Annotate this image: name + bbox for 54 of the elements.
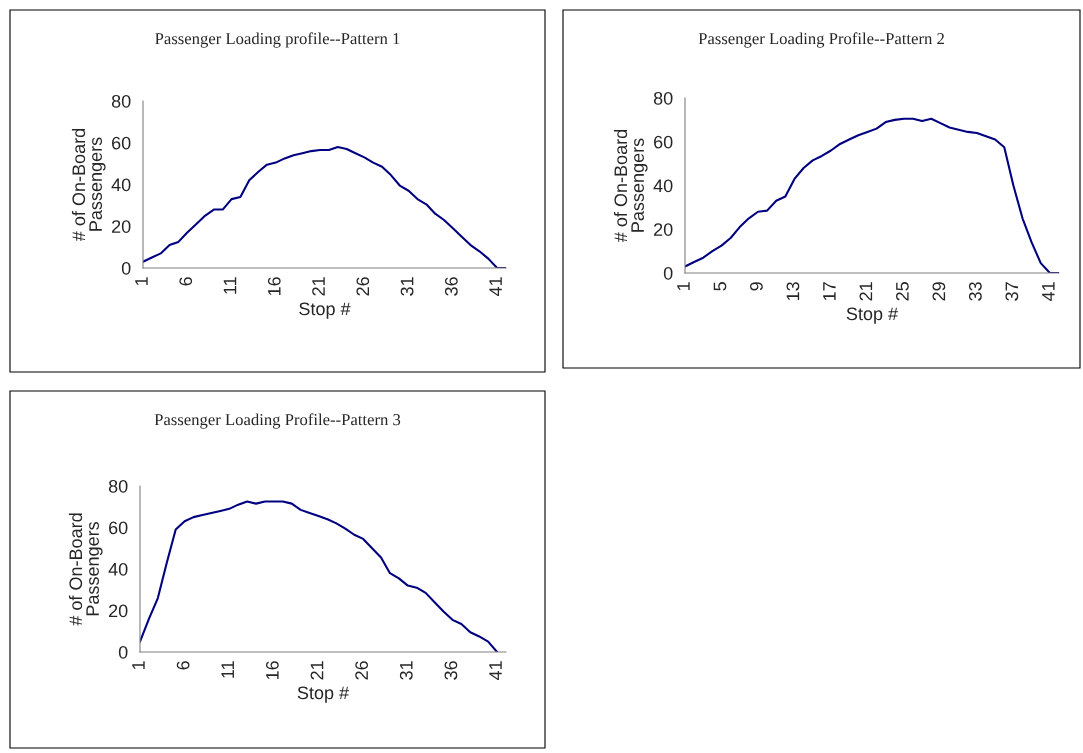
x-tick-label: 31 [400, 277, 414, 296]
y-tick-label: 40 [653, 179, 673, 193]
x-tick-label: 21 [312, 277, 325, 296]
x-tick-label: 11 [223, 277, 237, 294]
y-tick-label: 80 [108, 479, 128, 493]
x-tick-label: 21 [859, 282, 873, 301]
y-tick-label: 60 [109, 521, 128, 535]
y-tick-label: 0 [118, 645, 128, 659]
x-tick-label: 16 [267, 277, 281, 296]
x-tick-label: 25 [895, 282, 909, 301]
x-tick-label: 31 [399, 661, 413, 680]
x-tick-label: 36 [444, 277, 458, 296]
x-tick-label: 26 [356, 277, 370, 296]
x-tick-label: 37 [1005, 282, 1019, 301]
x-tick-label: 11 [221, 661, 234, 678]
x-tick-label: 16 [265, 661, 279, 680]
y-tick-label: 60 [654, 135, 673, 149]
y-tick-label: 20 [109, 604, 128, 618]
y-tick-label: 20 [112, 220, 131, 233]
x-tick-label: 1 [677, 282, 690, 290]
x-tick-label: 6 [179, 277, 193, 286]
y-tick-label: 0 [121, 261, 131, 275]
x-tick-label: 13 [786, 282, 800, 301]
x-tick-label: 1 [132, 661, 145, 669]
x-axis-title: Stop # [846, 307, 899, 324]
x-tick-label: 33 [968, 282, 982, 301]
line-series [140, 500, 499, 652]
x-tick-label: 17 [823, 282, 836, 301]
x-axis-title: Stop # [297, 686, 350, 703]
y-axis-title: # of On-Board Passengers [71, 128, 106, 242]
x-tick-label: 36 [444, 661, 458, 680]
y-tick-label: 20 [654, 223, 673, 236]
y-tick-label: 0 [663, 266, 673, 280]
x-tick-label: 26 [355, 661, 369, 680]
y-tick-label: 60 [112, 136, 131, 150]
y-tick-label: 40 [111, 178, 131, 192]
x-tick-label: 6 [176, 661, 190, 670]
x-tick-label: 1 [135, 277, 148, 285]
y-tick-label: 40 [108, 562, 128, 576]
x-tick-label: 21 [310, 661, 324, 680]
x-tick-label: 9 [750, 282, 763, 291]
chart-title: Passenger Loading profile--Pattern 1 [155, 32, 400, 48]
y-tick-label: 80 [111, 94, 131, 108]
chart-title: Passenger Loading Profile--Pattern 3 [154, 413, 401, 429]
x-tick-label: 41 [489, 661, 502, 680]
y-axis-title: # of On-Board Passengers [613, 129, 648, 243]
y-tick-label: 80 [653, 91, 673, 105]
x-axis-title: Stop # [299, 302, 351, 319]
y-axis-title: # of On-Board Passengers [68, 513, 103, 626]
x-tick-label: 41 [1042, 282, 1055, 301]
x-tick-label: 5 [713, 282, 727, 291]
x-tick-label: 41 [489, 277, 502, 296]
chart-title: Passenger Loading Profile--Pattern 2 [698, 32, 944, 48]
x-tick-label: 29 [932, 282, 946, 301]
